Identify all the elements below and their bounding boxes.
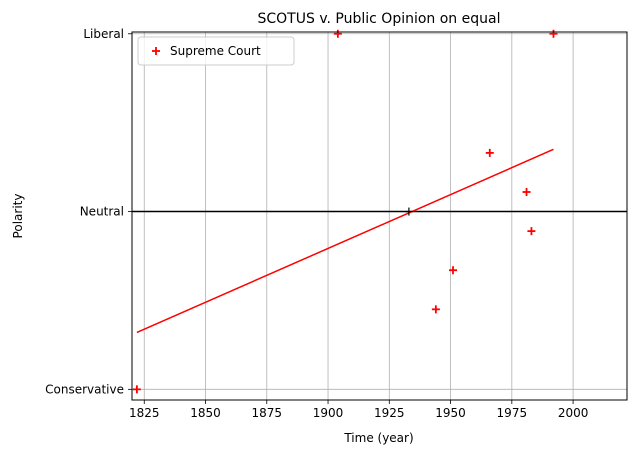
- chart-title: SCOTUS v. Public Opinion on equal: [258, 11, 501, 27]
- y-tick-label: Neutral: [80, 205, 124, 219]
- y-axis-label: Polarity: [11, 194, 25, 239]
- tick-layer: 1825 1850 1875 1900 1925 1950 1975 2000 Conserva…: [45, 27, 588, 420]
- x-tick-label: 1875: [252, 406, 283, 420]
- trend-line: [136, 148, 554, 334]
- x-tick-label: 1850: [190, 406, 221, 420]
- x-tick-label: 1900: [313, 406, 344, 420]
- legend-marker-plus: [152, 47, 160, 55]
- plot-frame: [131, 31, 628, 401]
- legend-label: Supreme Court: [170, 44, 261, 58]
- x-tick-label: 1825: [129, 406, 160, 420]
- x-tick-label: 1925: [374, 406, 405, 420]
- data-point: [527, 227, 536, 236]
- data-point: [549, 29, 558, 38]
- intersection-marker: [404, 207, 413, 216]
- data-point: [449, 266, 458, 275]
- data-point: [431, 305, 440, 314]
- legend-box: [137, 36, 295, 66]
- legend-marker: [152, 47, 160, 55]
- legend: Supreme Court: [137, 36, 295, 66]
- data-point: [485, 148, 494, 157]
- grid-layer: [132, 32, 627, 400]
- data-point: [132, 385, 141, 394]
- x-tick-label: 1975: [497, 406, 528, 420]
- data-layer: [132, 29, 627, 394]
- x-axis-label: Time (year): [343, 431, 413, 445]
- x-tick-label: 1950: [435, 406, 466, 420]
- data-point: [522, 188, 531, 196]
- data-point: [333, 29, 342, 38]
- y-tick-label: Liberal: [83, 27, 124, 41]
- y-tick-label: Conservative: [45, 382, 124, 396]
- x-tick-label: 2000: [558, 406, 589, 420]
